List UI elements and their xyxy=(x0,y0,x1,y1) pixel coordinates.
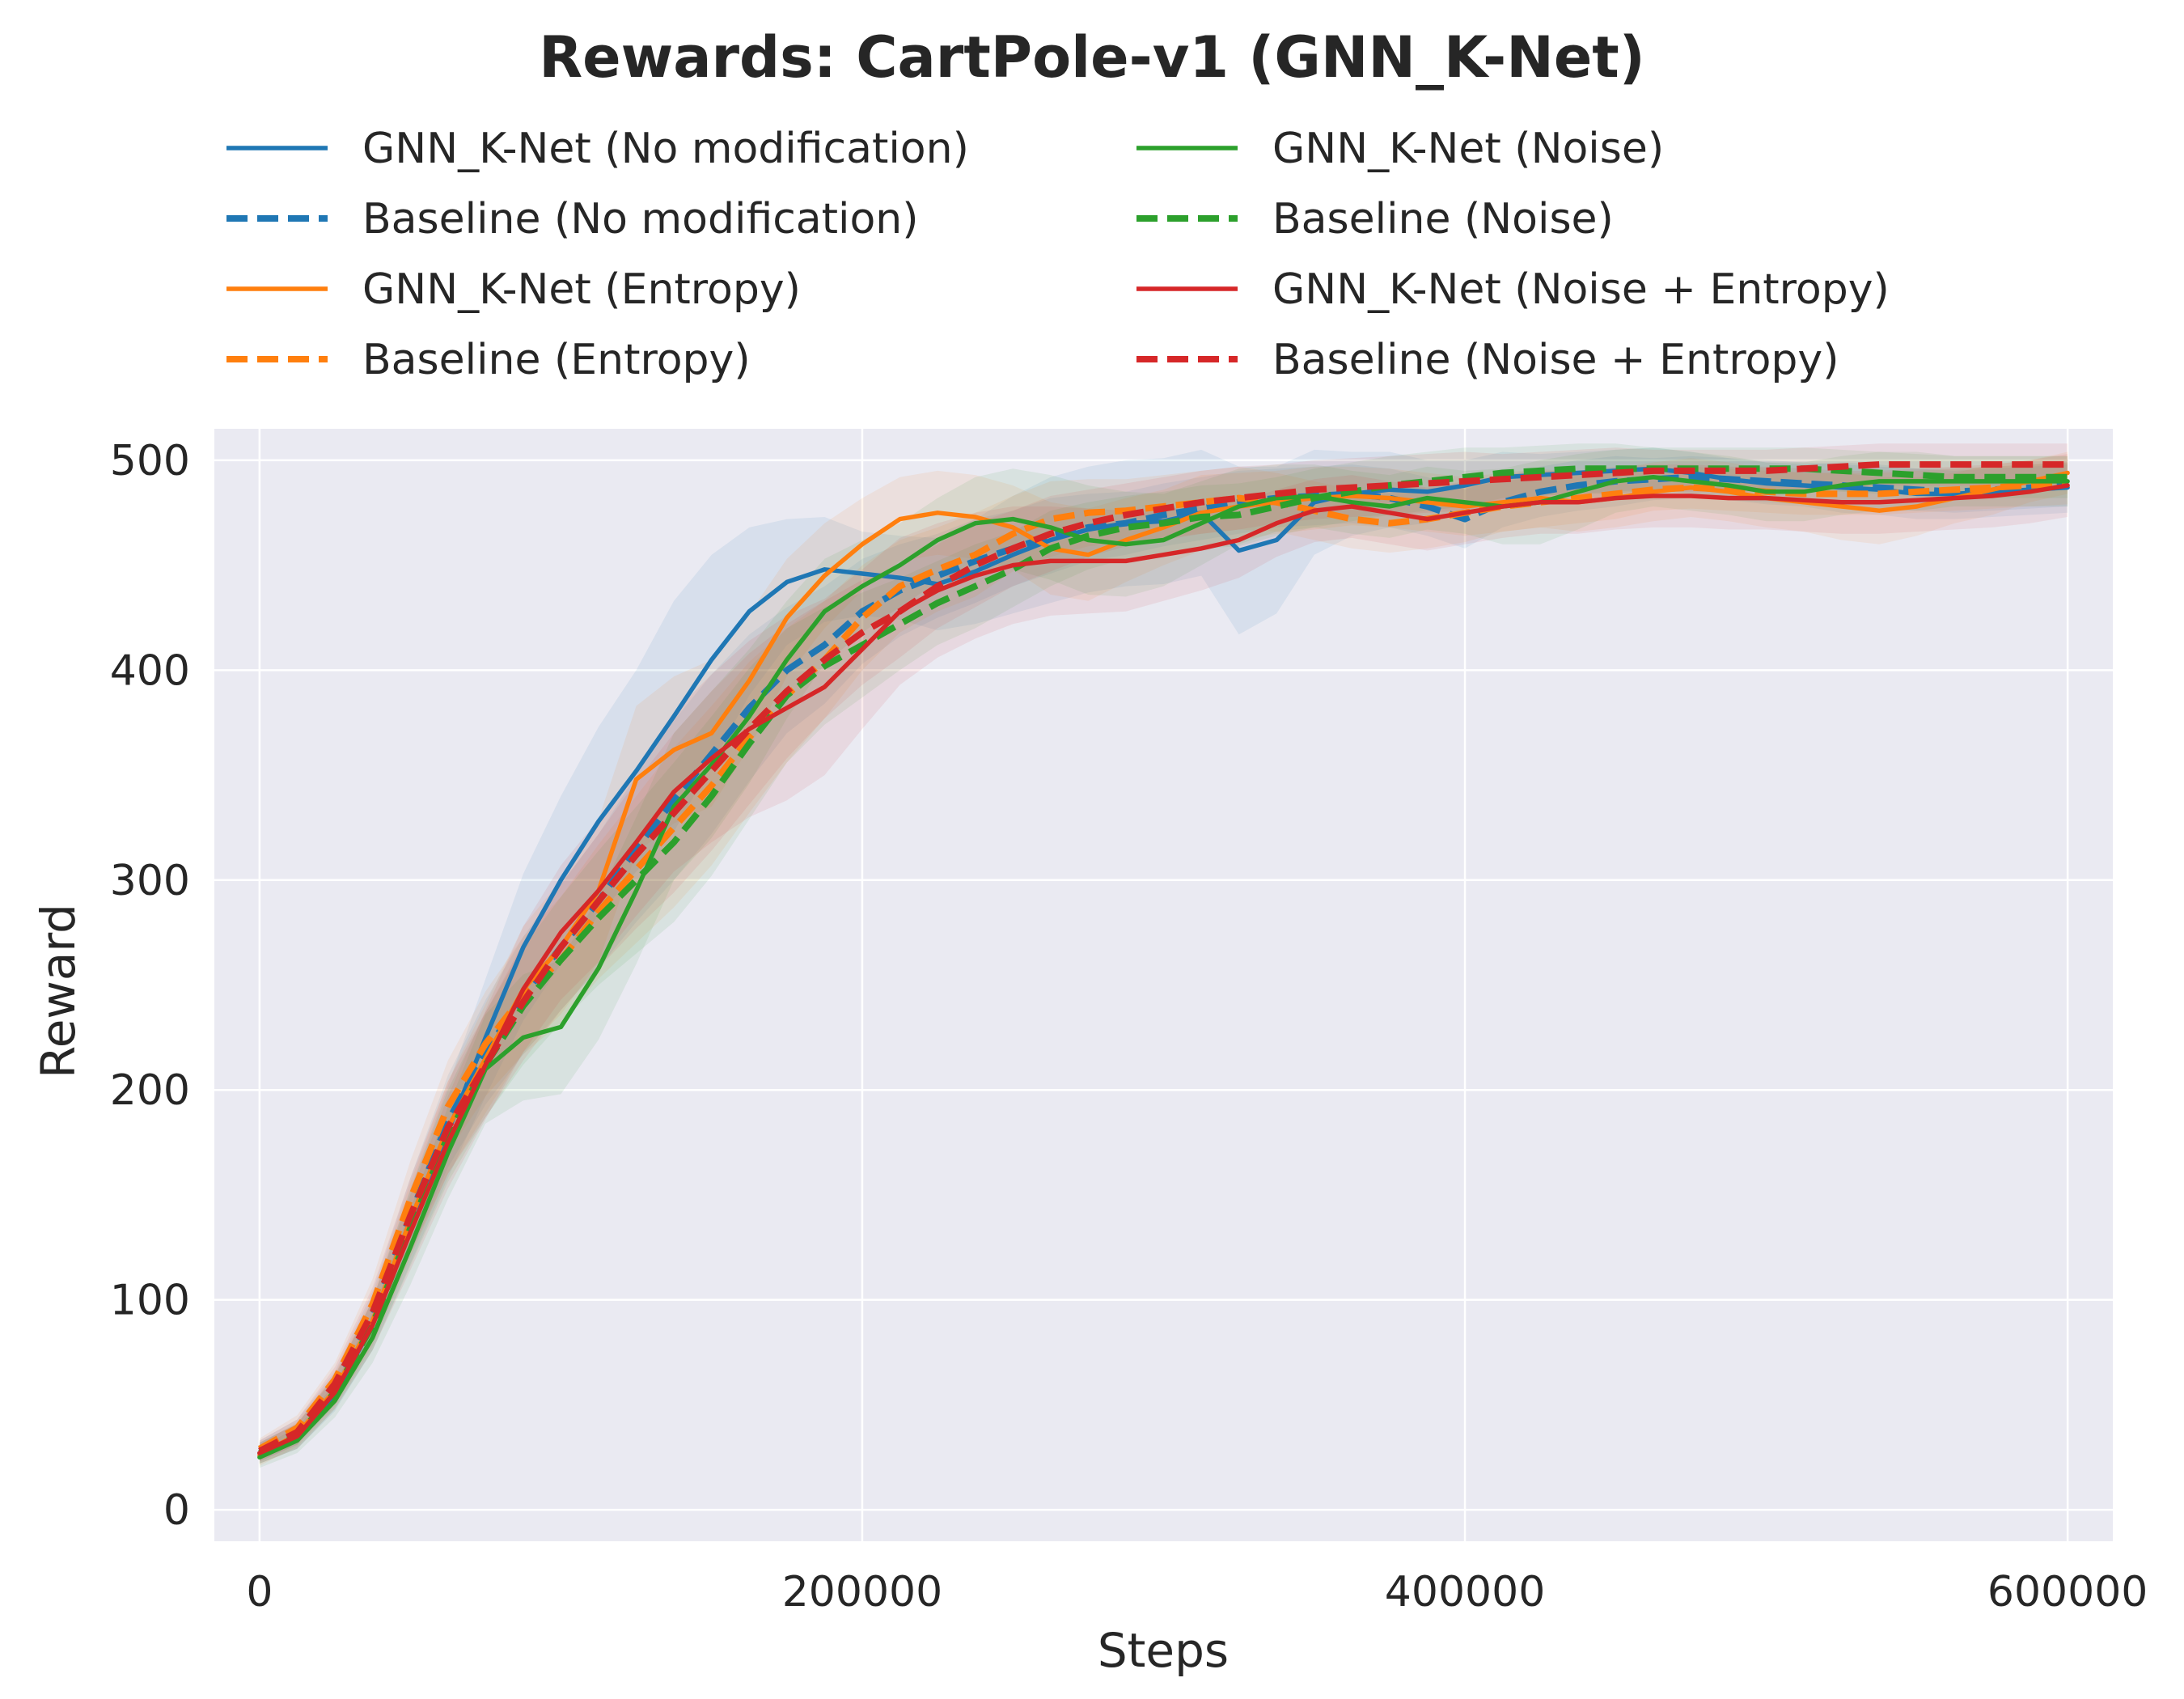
series-line-6 xyxy=(257,483,2070,1455)
legend-label: GNN_K-Net (Noise + Entropy) xyxy=(1272,265,1890,314)
series-line-4 xyxy=(257,474,2070,1460)
chart-legend: GNN_K-Net (No modification) Baseline (No … xyxy=(226,125,1890,384)
series-band-3 xyxy=(259,462,2068,1460)
series-band-5 xyxy=(259,443,2068,1464)
y-tick-label: 100 xyxy=(110,1277,190,1325)
y-tick-label: 500 xyxy=(110,437,190,485)
x-tick-label: 0 xyxy=(246,1568,273,1616)
y-tick-label: 0 xyxy=(163,1486,190,1535)
legend-label: GNN_K-Net (No modification) xyxy=(362,125,969,173)
series-band-7 xyxy=(259,443,2068,1462)
y-tick-label: 400 xyxy=(110,646,190,695)
legend-label: GNN_K-Net (Noise) xyxy=(1272,125,1664,173)
y-tick-label: 300 xyxy=(110,857,190,905)
legend-label: Baseline (Entropy) xyxy=(362,336,751,384)
series-line-7 xyxy=(258,461,2068,1454)
y-tick-label: 200 xyxy=(110,1066,190,1115)
series-band-6 xyxy=(259,454,2068,1464)
legend-label: Baseline (Noise + Entropy) xyxy=(1272,336,1839,384)
tick-labels: 0 200000 400000 600000 0 100 200 300 400 500 xyxy=(110,437,2148,1616)
x-axis-label: Steps xyxy=(1098,1623,1229,1678)
series-band-2 xyxy=(259,451,2068,1466)
legend-label: GNN_K-Net (Entropy) xyxy=(362,265,801,314)
chart-title: Rewards: CartPole-v1 (GNN_K-Net) xyxy=(539,24,1645,91)
plot-area xyxy=(214,429,2113,1541)
series-band-4 xyxy=(259,447,2068,1468)
series-band-0 xyxy=(259,447,2068,1464)
y-axis-label: Reward xyxy=(31,904,86,1078)
legend-label: Baseline (No modification) xyxy=(362,195,919,244)
x-tick-label: 600000 xyxy=(1987,1568,2148,1616)
x-tick-label: 200000 xyxy=(782,1568,943,1616)
series-lines xyxy=(257,461,2070,1460)
series-band-1 xyxy=(259,455,2068,1462)
grid-lines xyxy=(214,429,2113,1541)
confidence-bands xyxy=(259,443,2068,1468)
x-tick-label: 400000 xyxy=(1385,1568,1546,1616)
series-line-5 xyxy=(258,465,2068,1456)
legend-label: Baseline (Noise) xyxy=(1272,195,1614,244)
